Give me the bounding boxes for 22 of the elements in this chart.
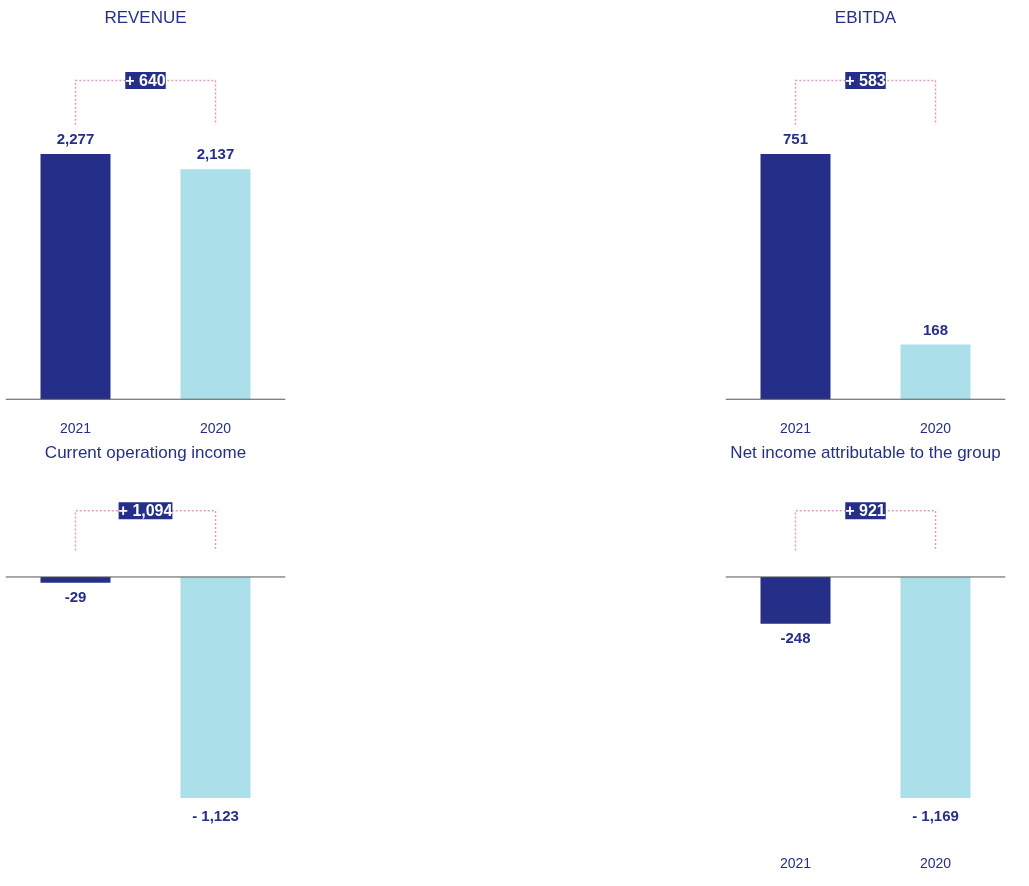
x-tick-label: 2020: [199, 419, 232, 436]
data-label: 2,277: [56, 130, 95, 148]
text: + 640: [125, 72, 166, 90]
chart-title: Net income attributable to the group: [730, 442, 1001, 462]
text: + 583: [845, 72, 886, 90]
text: + 1,094: [118, 502, 173, 520]
x-tick-label: 2021: [779, 419, 812, 436]
data-label: -29: [64, 587, 87, 605]
x-tick-label: 2021: [779, 854, 812, 871]
data-label: 751: [782, 130, 809, 148]
x-tick-label: 2021: [59, 419, 92, 436]
chart-title: Current operationg income: [44, 442, 247, 462]
data-label: 2,137: [196, 145, 235, 163]
data-label: -248: [780, 628, 811, 646]
data-label: - 1,123: [192, 806, 239, 824]
data-label: 168: [922, 320, 949, 338]
data-label: - 1,169: [912, 806, 959, 824]
x-tick-label: 2020: [919, 419, 952, 436]
text: + 921: [845, 502, 886, 520]
chart-title: EBITDA: [834, 7, 897, 27]
chart-title: REVENUE: [104, 7, 187, 27]
x-tick-label: 2020: [919, 854, 952, 871]
